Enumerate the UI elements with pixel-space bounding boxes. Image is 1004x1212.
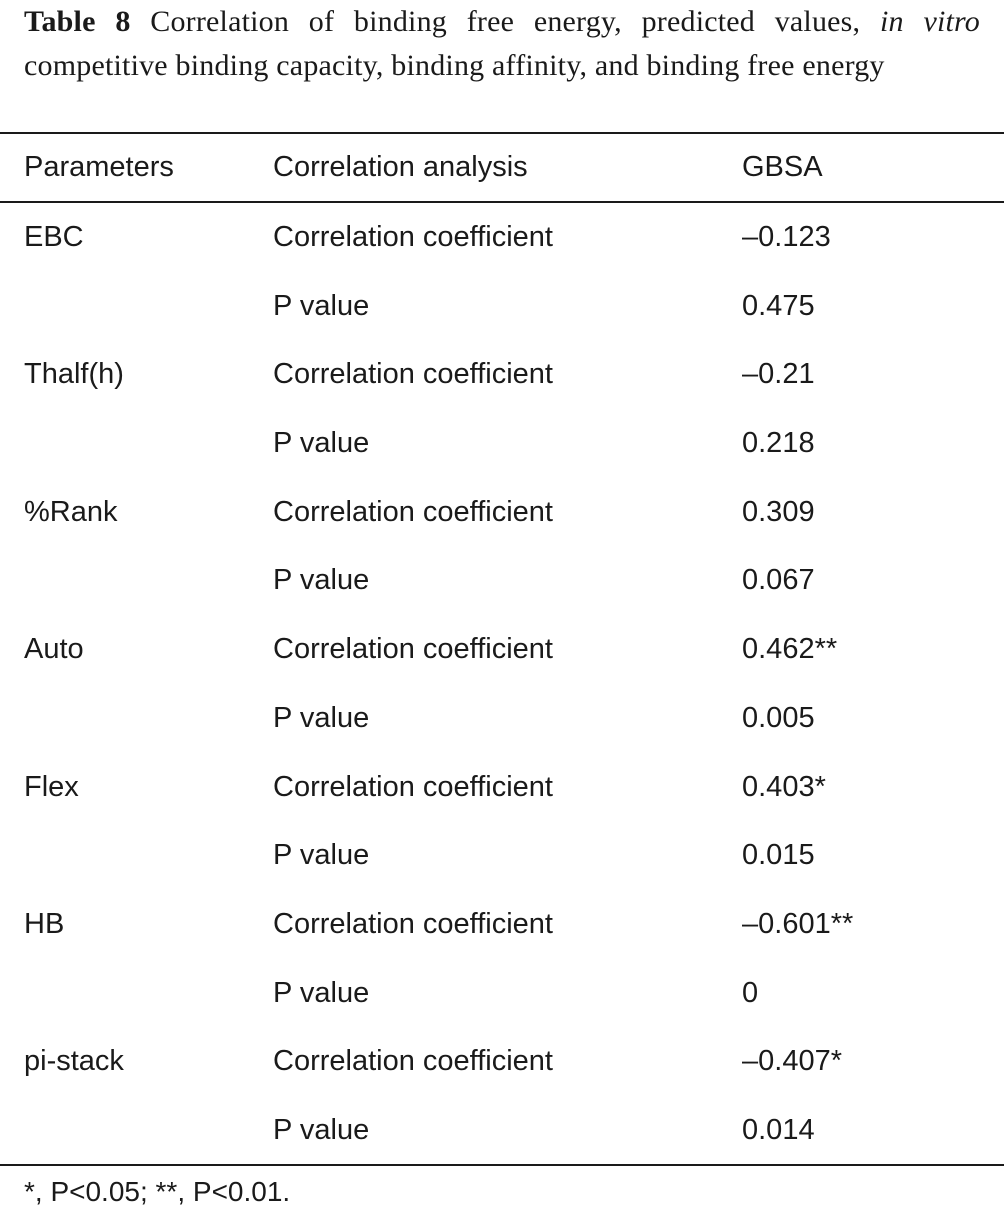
table-row: Auto Correlation coefficient 0.462**	[0, 615, 1004, 684]
header-rule	[0, 201, 1004, 203]
analysis-cell: P value	[273, 976, 370, 1009]
table-row: P value 0.218	[0, 409, 1004, 478]
gbsa-cell: 0	[742, 976, 759, 1009]
analysis-cell: Correlation coefficient	[273, 633, 553, 666]
gbsa-cell: –0.601**	[742, 907, 854, 940]
analysis-cell: Correlation coefficient	[273, 770, 553, 803]
gbsa-cell: 0.005	[742, 701, 815, 734]
analysis-cell: Correlation coefficient	[273, 221, 553, 253]
header-gbsa: GBSA	[742, 151, 823, 183]
caption-text-part-1: Correlation of binding free energy, pred…	[130, 5, 880, 38]
bottom-rule	[0, 1164, 1004, 1166]
gbsa-cell: –0.21	[742, 358, 815, 391]
parameter-cell: Flex	[24, 770, 79, 803]
gbsa-cell: –0.407*	[742, 1045, 842, 1078]
table-row: Thalf(h) Correlation coefficient –0.21	[0, 340, 1004, 409]
analysis-cell: P value	[273, 1113, 370, 1146]
table-caption: Table 8 Correlation of binding free ener…	[24, 0, 980, 88]
parameter-cell: %Rank	[24, 495, 118, 528]
analysis-cell: Correlation coefficient	[273, 495, 553, 528]
gbsa-cell: 0.462**	[742, 633, 838, 666]
table-row: EBC Correlation coefficient –0.123	[0, 203, 1004, 272]
gbsa-cell: 0.309	[742, 495, 815, 528]
gbsa-cell: 0.014	[742, 1113, 815, 1146]
header-parameters: Parameters	[24, 151, 174, 183]
table-row: P value 0.005	[0, 684, 1004, 753]
analysis-cell: P value	[273, 564, 370, 597]
parameter-cell: EBC	[24, 221, 84, 253]
table-row: P value 0.067	[0, 546, 1004, 615]
analysis-cell: Correlation coefficient	[273, 907, 553, 940]
parameter-cell: Auto	[24, 633, 84, 666]
analysis-cell: P value	[273, 427, 370, 460]
gbsa-cell: 0.067	[742, 564, 815, 597]
table-footnote: *, P<0.05; **, P<0.01.	[24, 1176, 291, 1207]
analysis-cell: Correlation coefficient	[273, 1045, 553, 1078]
table-body: EBC Correlation coefficient –0.123 P val…	[0, 203, 1004, 1165]
table-row: %Rank Correlation coefficient 0.309	[0, 478, 1004, 547]
analysis-cell: P value	[273, 289, 370, 322]
table-label: Table 8	[24, 5, 131, 38]
table-row: P value 0.014	[0, 1096, 1004, 1165]
table-row: HB Correlation coefficient –0.601**	[0, 890, 1004, 959]
gbsa-cell: 0.218	[742, 427, 815, 460]
analysis-cell: P value	[273, 839, 370, 872]
top-rule	[0, 132, 1004, 134]
gbsa-cell: –0.123	[742, 221, 831, 253]
gbsa-cell: 0.015	[742, 839, 815, 872]
table-row: P value 0.475	[0, 272, 1004, 341]
analysis-cell: Correlation coefficient	[273, 358, 553, 391]
gbsa-cell: 0.403*	[742, 770, 826, 803]
table-row: Flex Correlation coefficient 0.403*	[0, 753, 1004, 822]
analysis-cell: P value	[273, 701, 370, 734]
table-row: P value 0	[0, 959, 1004, 1028]
header-correlation-analysis: Correlation analysis	[273, 151, 528, 183]
parameter-cell: Thalf(h)	[24, 358, 124, 391]
caption-italic-text: in vitro	[879, 5, 980, 38]
parameter-cell: HB	[24, 907, 65, 940]
caption-text-part-2: competitive binding capacity, binding af…	[24, 49, 885, 82]
table-row: pi-stack Correlation coefficient –0.407*	[0, 1027, 1004, 1096]
table-header-row: Parameters Correlation analysis GBSA	[0, 134, 1004, 201]
parameter-cell: pi-stack	[24, 1045, 124, 1078]
gbsa-cell: 0.475	[742, 289, 815, 322]
table-row: P value 0.015	[0, 821, 1004, 890]
